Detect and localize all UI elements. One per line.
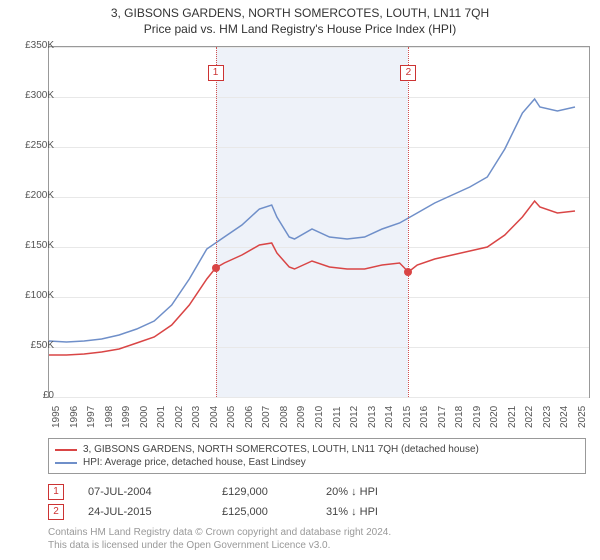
x-tick-label: 2021	[507, 398, 518, 428]
line-svg	[49, 47, 589, 397]
x-tick-label: 2012	[349, 398, 360, 428]
sale-price: £129,000	[222, 486, 302, 498]
x-tick-label: 2018	[454, 398, 465, 428]
sale-date: 24-JUL-2015	[88, 506, 198, 518]
chart-container: 3, GIBSONS GARDENS, NORTH SOMERCOTES, LO…	[0, 0, 600, 560]
footer-text: Contains HM Land Registry data © Crown c…	[48, 526, 391, 552]
x-tick-label: 2025	[577, 398, 588, 428]
footer-line-1: Contains HM Land Registry data © Crown c…	[48, 526, 391, 539]
legend-label-hpi: HPI: Average price, detached house, East…	[83, 457, 306, 468]
x-tick-label: 2003	[191, 398, 202, 428]
x-tick-label: 2006	[244, 398, 255, 428]
y-tick-label: £300K	[10, 90, 54, 101]
x-tick-label: 2008	[279, 398, 290, 428]
y-tick-label: £0	[10, 390, 54, 401]
x-tick-label: 1998	[104, 398, 115, 428]
x-tick-label: 2015	[402, 398, 413, 428]
x-tick-label: 2007	[261, 398, 272, 428]
x-tick-label: 1997	[86, 398, 97, 428]
event-dot	[212, 264, 220, 272]
y-tick-label: £250K	[10, 140, 54, 151]
x-tick-label: 2017	[437, 398, 448, 428]
x-tick-label: 2000	[139, 398, 150, 428]
x-tick-label: 2020	[489, 398, 500, 428]
footer-line-2: This data is licensed under the Open Gov…	[48, 539, 391, 552]
y-tick-label: £200K	[10, 190, 54, 201]
sale-pct: 31% ↓ HPI	[326, 506, 416, 518]
x-tick-label: 1999	[121, 398, 132, 428]
legend-label-property: 3, GIBSONS GARDENS, NORTH SOMERCOTES, LO…	[83, 444, 479, 455]
x-tick-label: 2019	[472, 398, 483, 428]
y-tick-label: £50K	[10, 340, 54, 351]
x-tick-label: 2009	[296, 398, 307, 428]
x-tick-label: 2023	[542, 398, 553, 428]
sales-table: 1 07-JUL-2004 £129,000 20% ↓ HPI 2 24-JU…	[48, 482, 416, 522]
sale-marker: 2	[48, 504, 64, 520]
y-tick-label: £100K	[10, 290, 54, 301]
chart-title: 3, GIBSONS GARDENS, NORTH SOMERCOTES, LO…	[0, 0, 600, 20]
x-tick-label: 2001	[156, 398, 167, 428]
legend-item-property: 3, GIBSONS GARDENS, NORTH SOMERCOTES, LO…	[55, 443, 579, 456]
x-tick-label: 2002	[174, 398, 185, 428]
sale-price: £125,000	[222, 506, 302, 518]
x-tick-label: 2011	[332, 398, 343, 428]
sale-row: 1 07-JUL-2004 £129,000 20% ↓ HPI	[48, 482, 416, 502]
sale-row: 2 24-JUL-2015 £125,000 31% ↓ HPI	[48, 502, 416, 522]
plot-area: 12	[48, 46, 590, 398]
x-tick-label: 1995	[51, 398, 62, 428]
x-tick-label: 2016	[419, 398, 430, 428]
legend-box: 3, GIBSONS GARDENS, NORTH SOMERCOTES, LO…	[48, 438, 586, 474]
x-tick-label: 2014	[384, 398, 395, 428]
sale-date: 07-JUL-2004	[88, 486, 198, 498]
y-tick-label: £350K	[10, 40, 54, 51]
event-marker: 2	[400, 65, 416, 81]
x-tick-label: 2022	[524, 398, 535, 428]
legend-swatch-hpi	[55, 462, 77, 464]
y-tick-label: £150K	[10, 240, 54, 251]
x-tick-label: 2005	[226, 398, 237, 428]
x-tick-label: 2024	[559, 398, 570, 428]
x-tick-label: 1996	[69, 398, 80, 428]
x-tick-label: 2010	[314, 398, 325, 428]
x-tick-label: 2013	[367, 398, 378, 428]
chart-subtitle: Price paid vs. HM Land Registry's House …	[0, 20, 600, 40]
sale-pct: 20% ↓ HPI	[326, 486, 416, 498]
legend-item-hpi: HPI: Average price, detached house, East…	[55, 456, 579, 469]
x-tick-label: 2004	[209, 398, 220, 428]
event-marker: 1	[208, 65, 224, 81]
sale-marker: 1	[48, 484, 64, 500]
legend-swatch-property	[55, 449, 77, 451]
